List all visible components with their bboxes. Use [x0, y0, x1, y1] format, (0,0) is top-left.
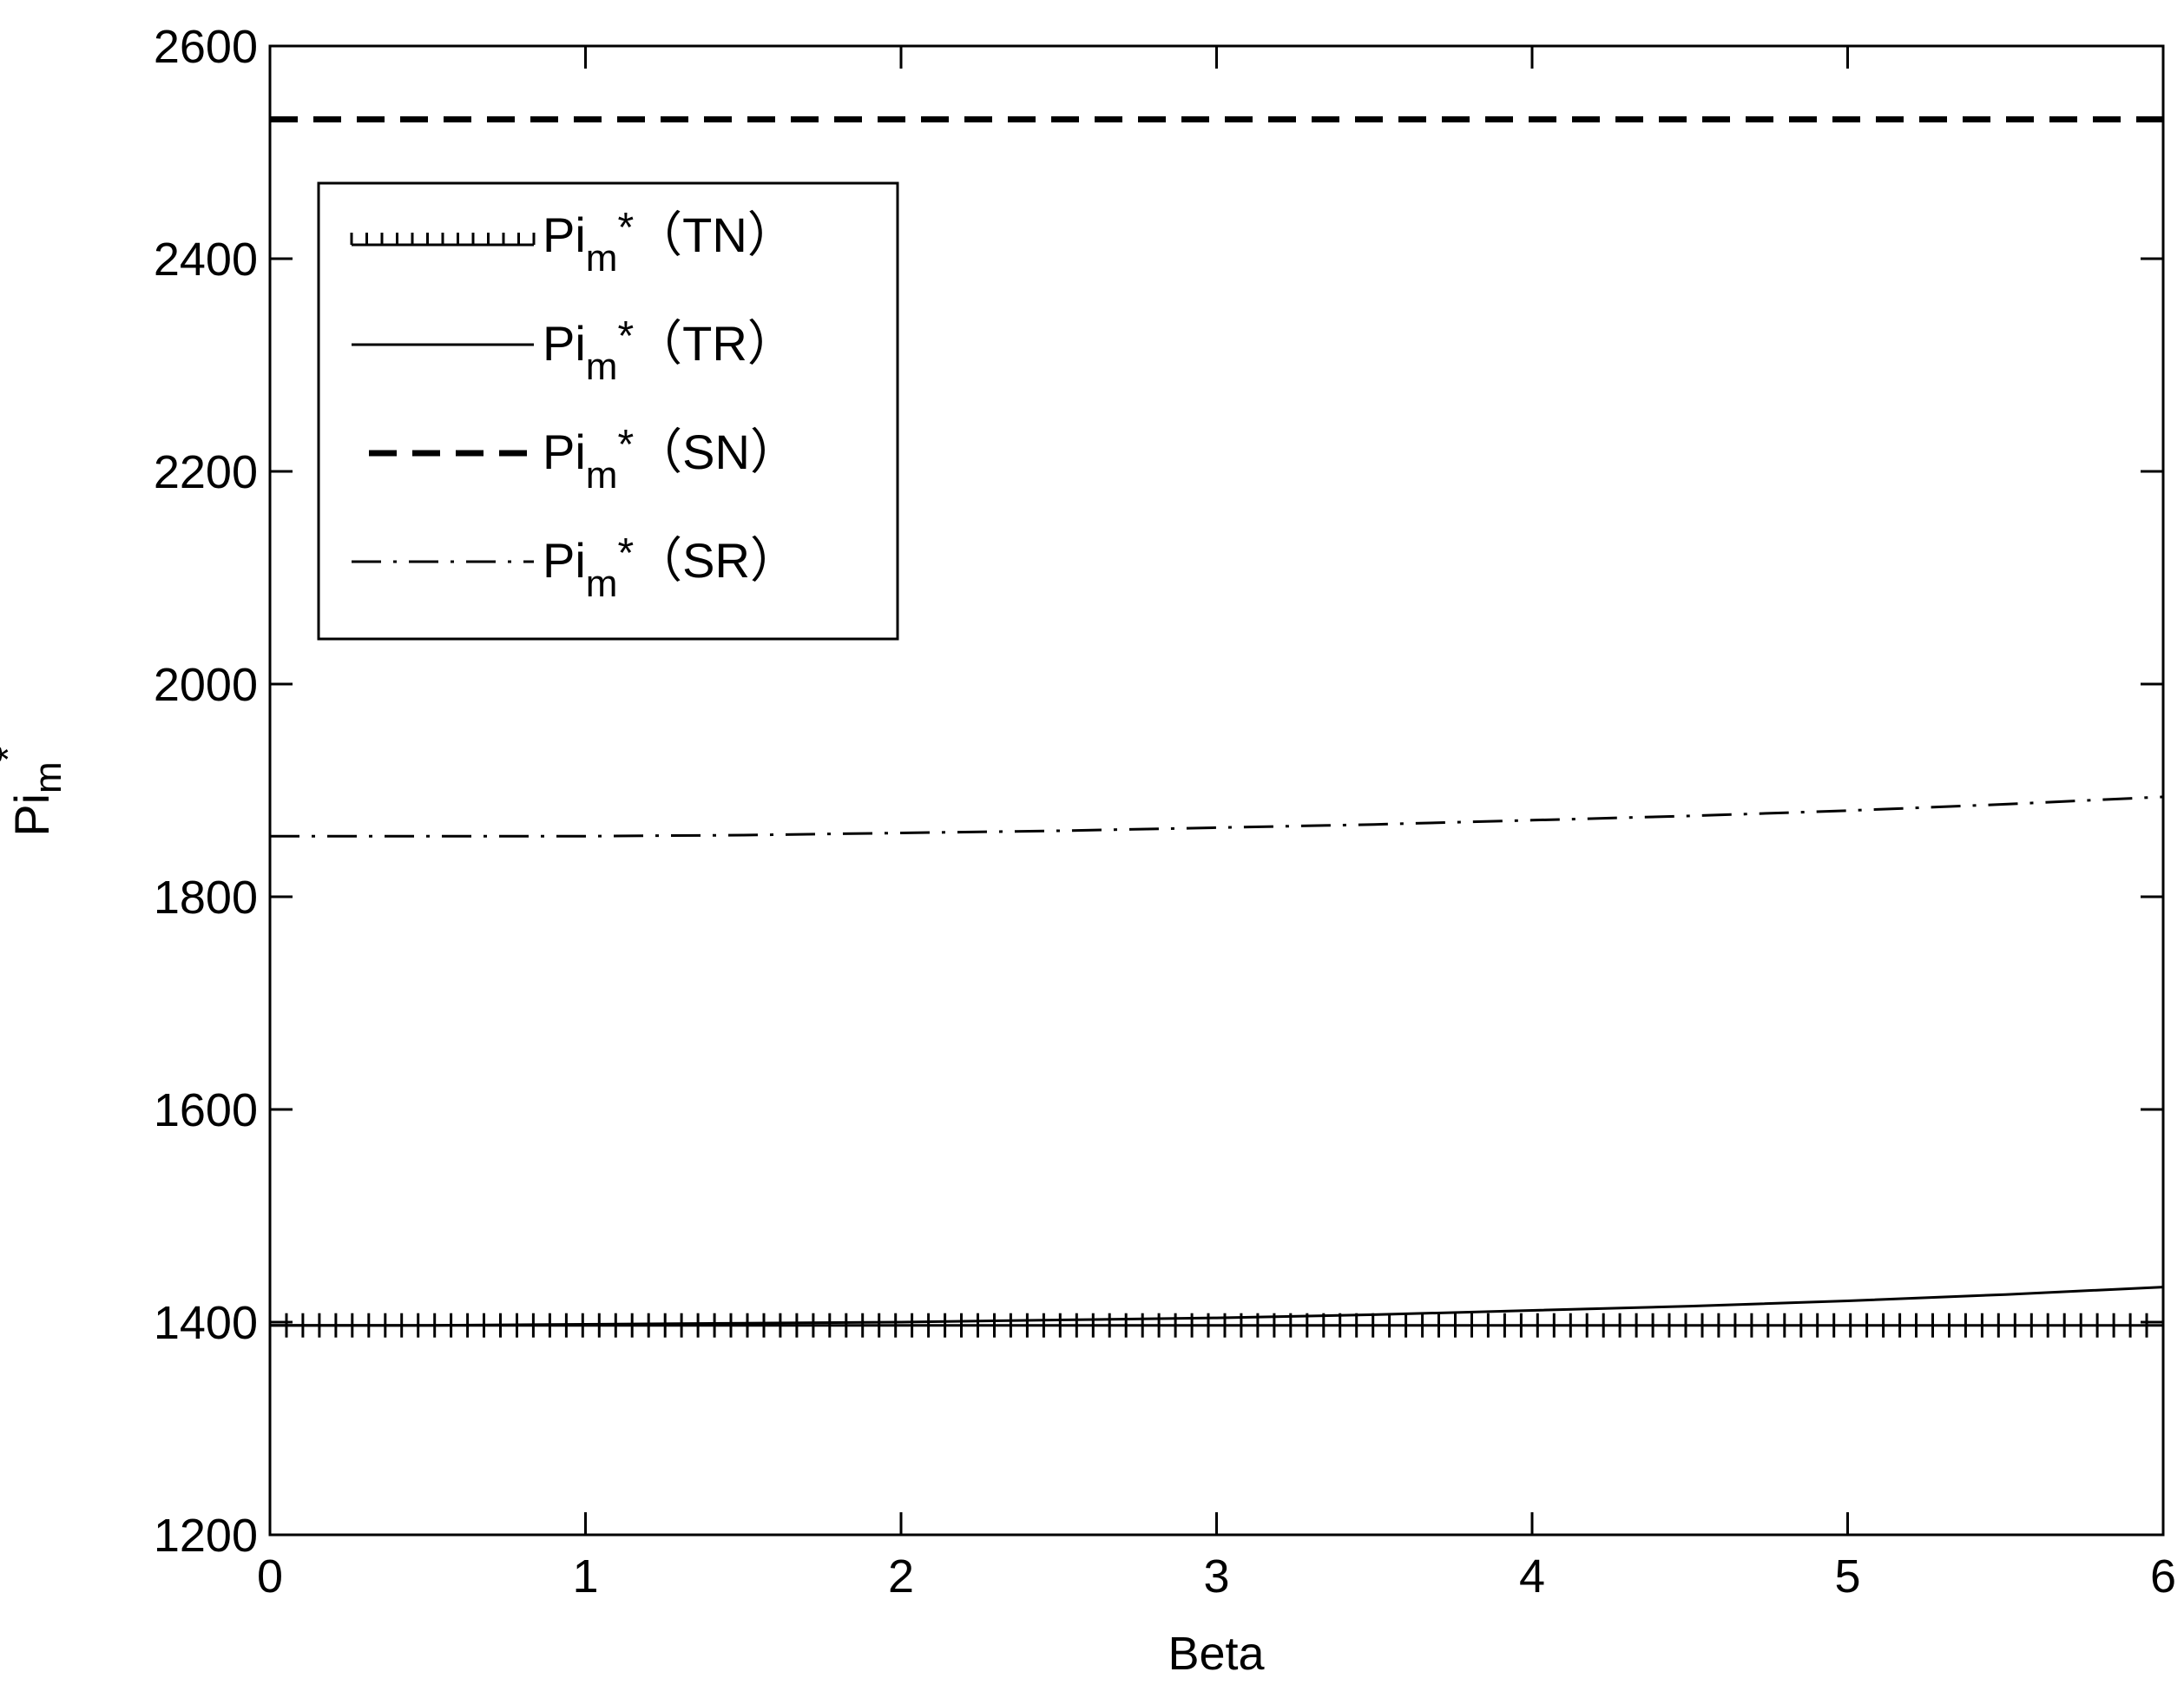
ticks-layer: [268, 44, 2165, 1537]
x-tick-label: 3: [1203, 1550, 1229, 1603]
legend-label-base: Pi: [543, 533, 586, 588]
legend-label-tag: （SR）: [634, 533, 799, 588]
y-axis-label-sub: m: [27, 761, 69, 793]
legend-label-tag: （TN）: [634, 207, 796, 262]
y-tick-label: 1800: [154, 872, 258, 924]
legend: Pim*（TN）Pim*（TR）Pim*（SN）Pim*（SR）: [317, 181, 899, 641]
legend-entries: Pim*（TN）Pim*（TR）Pim*（SN）Pim*（SR）: [350, 205, 799, 605]
y-axis-label: Pim*: [0, 747, 69, 837]
x-tick-label: 2: [888, 1550, 914, 1603]
y-axis-label-base: Pi: [4, 793, 59, 837]
legend-label-tag: （TR）: [634, 316, 796, 371]
y-tick-label: 2200: [154, 446, 258, 498]
legend-entry-tr: Pim*（TR）: [352, 313, 796, 388]
legend-label-sub: m: [586, 563, 618, 605]
y-tick-label: 1600: [154, 1084, 258, 1136]
y-tick-label: 2000: [154, 659, 258, 711]
legend-label-sub: m: [586, 237, 618, 280]
legend-label-sup: *: [617, 530, 634, 576]
legend-label-sub: m: [586, 346, 618, 388]
legend-entry-tn: Pim*（TN）: [350, 205, 796, 280]
x-tick-label: 4: [1519, 1550, 1545, 1603]
y-tick-label: 1200: [154, 1510, 258, 1562]
series-line-tr: [270, 1286, 2164, 1327]
series-line-sr: [270, 795, 2164, 838]
x-tick-label: 0: [257, 1550, 283, 1603]
x-tick-label: 1: [572, 1550, 598, 1603]
legend-label: Pim*（SR）: [543, 530, 799, 605]
legend-label: Pim*（SN）: [543, 422, 799, 497]
legend-label-sup: *: [617, 205, 634, 251]
x-tick-label: 6: [2150, 1550, 2176, 1603]
y-tick-label: 1400: [154, 1297, 258, 1349]
x-tick-label: 5: [1834, 1550, 1860, 1603]
x-tick-labels: 0 1 2 3 4 5 6: [257, 1550, 2176, 1603]
legend-label-base: Pi: [543, 207, 586, 262]
y-tick-labels: 1200 1400 1600 1800 2000 2200 2400 2600: [154, 21, 258, 1562]
y-tick-label: 2400: [154, 234, 258, 286]
legend-label-base: Pi: [543, 316, 586, 371]
legend-label-sup: *: [617, 313, 634, 359]
legend-label-sub: m: [586, 454, 618, 497]
legend-entry-sn: Pim*（SN）: [369, 422, 799, 497]
legend-label-base: Pi: [543, 425, 586, 479]
legend-entry-sr: Pim*（SR）: [352, 530, 799, 605]
legend-label: Pim*（TR）: [543, 313, 796, 388]
y-tick-label: 2600: [154, 21, 258, 73]
y-axis-label-sup: *: [0, 747, 30, 761]
legend-label-tag: （SN）: [634, 425, 799, 479]
x-axis-label: Beta: [1168, 1628, 1265, 1680]
legend-label-sup: *: [617, 422, 634, 468]
legend-label: Pim*（TN）: [543, 205, 796, 280]
